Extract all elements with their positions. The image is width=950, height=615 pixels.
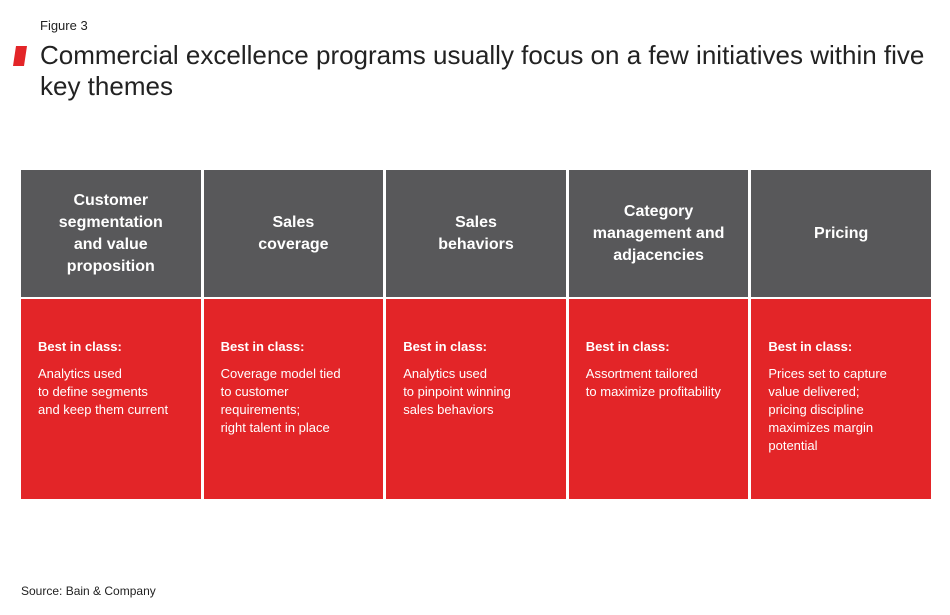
- best-in-class-label: Best in class:: [403, 339, 488, 354]
- theme-heading: Sales coverage: [203, 170, 384, 297]
- theme-heading: Sales behaviors: [386, 170, 566, 297]
- best-in-class-label: Best in class:: [38, 339, 122, 354]
- theme-description: Prices set to capture value delivered; p…: [768, 366, 887, 453]
- theme-body: Best in class: Analytics used to define …: [21, 299, 201, 499]
- theme-body: Best in class: Coverage model tied to cu…: [203, 299, 384, 499]
- theme-description: Assortment tailored to maximize profitab…: [585, 366, 721, 399]
- theme-column-sales-coverage: Sales coverage Best in class: Coverage m…: [203, 170, 384, 499]
- theme-heading: Category management and adjacencies: [568, 170, 749, 297]
- theme-heading-text: Pricing: [814, 224, 869, 242]
- themes-grid: Customer segmentation and value proposit…: [21, 170, 931, 499]
- source-note: Source: Bain & Company: [21, 584, 156, 598]
- theme-heading-text: Sales behaviors: [438, 213, 514, 253]
- theme-body: Best in class: Prices set to capture val…: [751, 299, 931, 499]
- theme-description: Coverage model tied to customer requirem…: [220, 366, 341, 435]
- theme-heading-text: Customer segmentation and value proposit…: [58, 191, 163, 275]
- theme-column-sales-behaviors: Sales behaviors Best in class: Analytics…: [386, 170, 566, 499]
- theme-column-pricing: Pricing Best in class: Prices set to cap…: [751, 170, 931, 499]
- theme-column-customer-segmentation: Customer segmentation and value proposit…: [21, 170, 201, 499]
- theme-heading-text: Category management and adjacencies: [592, 202, 725, 264]
- theme-description: Analytics used to define segments and ke…: [38, 366, 169, 417]
- theme-heading: Customer segmentation and value proposit…: [21, 170, 201, 297]
- figure-label: Figure 3: [40, 18, 88, 33]
- theme-description: Analytics used to pinpoint winning sales…: [403, 366, 511, 417]
- best-in-class-label: Best in class:: [768, 339, 853, 354]
- page-title: Commercial excellence programs usually f…: [40, 40, 925, 101]
- best-in-class-label: Best in class:: [220, 339, 305, 354]
- theme-body: Best in class: Assortment tailored to ma…: [568, 299, 749, 499]
- theme-heading: Pricing: [751, 170, 931, 297]
- theme-heading-text: Sales coverage: [258, 213, 329, 253]
- theme-body: Best in class: Analytics used to pinpoin…: [386, 299, 566, 499]
- accent-mark-icon: [13, 46, 27, 66]
- theme-column-category-management: Category management and adjacencies Best…: [568, 170, 749, 499]
- best-in-class-label: Best in class:: [585, 339, 670, 354]
